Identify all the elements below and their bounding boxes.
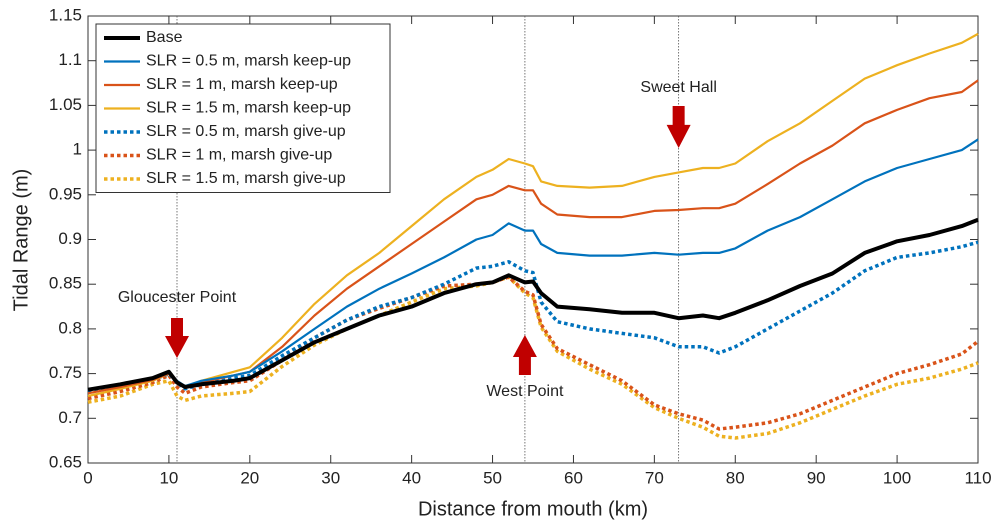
y-axis-label: Tidal Range (m) — [10, 169, 32, 312]
x-tick-label: 0 — [83, 468, 92, 487]
x-tick-label: 20 — [240, 468, 259, 487]
annotation-arrow — [165, 318, 189, 358]
legend-label: SLR = 0.5 m, marsh keep-up — [146, 53, 351, 70]
x-tick-label: 80 — [726, 468, 745, 487]
annotation-label: West Point — [486, 383, 564, 400]
x-tick-label: 110 — [964, 468, 991, 487]
series-line — [87, 240, 979, 394]
x-tick-label: 60 — [564, 468, 583, 487]
series-line — [87, 217, 979, 392]
x-tick-label: 50 — [483, 468, 502, 487]
y-tick-label: 0.85 — [49, 274, 82, 293]
x-tick-label: 30 — [321, 468, 340, 487]
y-tick-label: 0.8 — [58, 318, 82, 337]
x-tick-label: 70 — [645, 468, 664, 487]
series-line — [87, 275, 979, 440]
legend-label: Base — [146, 29, 183, 46]
annotation-arrow — [512, 335, 537, 375]
legend-label: SLR = 1 m, marsh give-up — [146, 147, 332, 164]
y-tick-label: 0.95 — [49, 184, 82, 203]
x-tick-label: 100 — [883, 468, 911, 487]
y-tick-label: 1.15 — [49, 5, 82, 24]
annotation-label: Sweet Hall — [640, 79, 716, 96]
series-line — [87, 275, 980, 431]
legend: Base SLR = 0.5 m, marsh keep-up SLR = 1 m,… — [95, 23, 391, 193]
legend-label: SLR = 1.5 m, marsh keep-up — [146, 100, 351, 117]
y-tick-label: 1 — [73, 140, 82, 159]
x-tick-label: 90 — [807, 468, 826, 487]
legend-label: SLR = 0.5 m, marsh give-up — [146, 123, 346, 140]
y-tick-label: 0.9 — [58, 229, 82, 248]
y-tick-label: 0.75 — [49, 363, 82, 382]
x-tick-label: 40 — [402, 468, 421, 487]
y-tick-label: 0.7 — [58, 408, 82, 427]
series-line — [87, 138, 979, 391]
y-tick-label: 1.1 — [58, 50, 82, 69]
legend-box — [95, 23, 391, 193]
legend-label: SLR = 1 m, marsh keep-up — [146, 76, 338, 93]
annotation-label: Gloucester Point — [118, 289, 237, 306]
y-tick-label: 1.05 — [49, 95, 82, 114]
legend-label: SLR = 1.5 m, marsh give-up — [146, 170, 346, 187]
x-tick-label: 10 — [159, 468, 178, 487]
y-tick-label: 0.65 — [49, 452, 82, 471]
annotation-arrow — [666, 106, 691, 148]
x-axis-label: Distance from mouth (km) — [418, 498, 648, 520]
